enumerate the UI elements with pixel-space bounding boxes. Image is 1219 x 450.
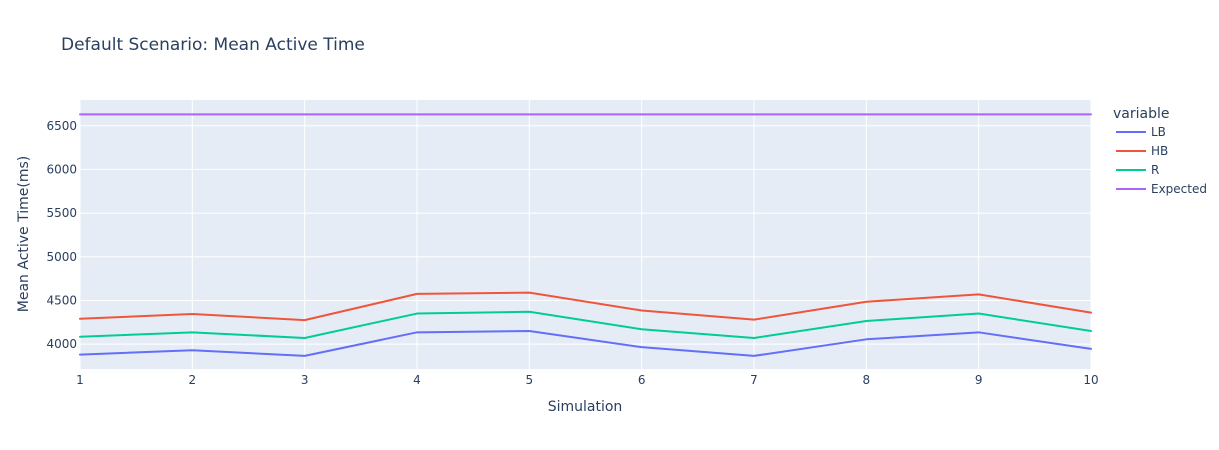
y-tick-label: 5000: [46, 250, 77, 264]
y-tick-label: 5500: [46, 206, 77, 220]
legend-item-r[interactable]: R: [1116, 163, 1159, 177]
legend-label: LB: [1151, 125, 1166, 139]
legend-label: HB: [1151, 144, 1168, 158]
series-layer: [79, 113, 1092, 357]
legend-item-hb[interactable]: HB: [1116, 144, 1168, 158]
x-tick-label: 8: [863, 373, 871, 387]
x-axis-title: Simulation: [548, 399, 623, 415]
y-tick-label: 4500: [46, 293, 77, 307]
legend-item-expected[interactable]: Expected: [1116, 182, 1207, 196]
series-line-lb: [79, 330, 1092, 357]
legend-title: variable: [1113, 106, 1169, 122]
y-tick-label: 6500: [46, 119, 77, 133]
x-tick-label: 3: [301, 373, 309, 387]
y-tick-label: 4000: [46, 337, 77, 351]
series-line-r: [79, 310, 1092, 339]
x-tick-label: 2: [189, 373, 197, 387]
y-axis-title: Mean Active Time(ms): [16, 156, 32, 312]
legend-label: R: [1151, 163, 1159, 177]
legend-label: Expected: [1151, 182, 1207, 196]
x-tick-label: 5: [526, 373, 534, 387]
legend-item-lb[interactable]: LB: [1116, 125, 1166, 139]
series-line-hb: [79, 291, 1092, 322]
legend: variable LB HB R Expected: [1113, 106, 1207, 196]
x-tick-label: 1: [76, 373, 84, 387]
x-tick-label: 6: [638, 373, 646, 387]
chart-title: Default Scenario: Mean Active Time: [61, 35, 365, 55]
x-tick-label: 9: [975, 373, 983, 387]
x-tick-label: 4: [413, 373, 421, 387]
y-tick-label: 6000: [46, 162, 77, 176]
x-tick-label: 10: [1083, 373, 1098, 387]
legend-items: LB HB R Expected: [1116, 125, 1207, 196]
tick-layer: 1 2 3 4 5 6 7 8 9 10 4000 4500 5000 5500 6000 6500: [46, 119, 1098, 387]
plot-background: [80, 100, 1091, 369]
x-tick-label: 7: [750, 373, 758, 387]
grid-layer: [79, 100, 1092, 369]
